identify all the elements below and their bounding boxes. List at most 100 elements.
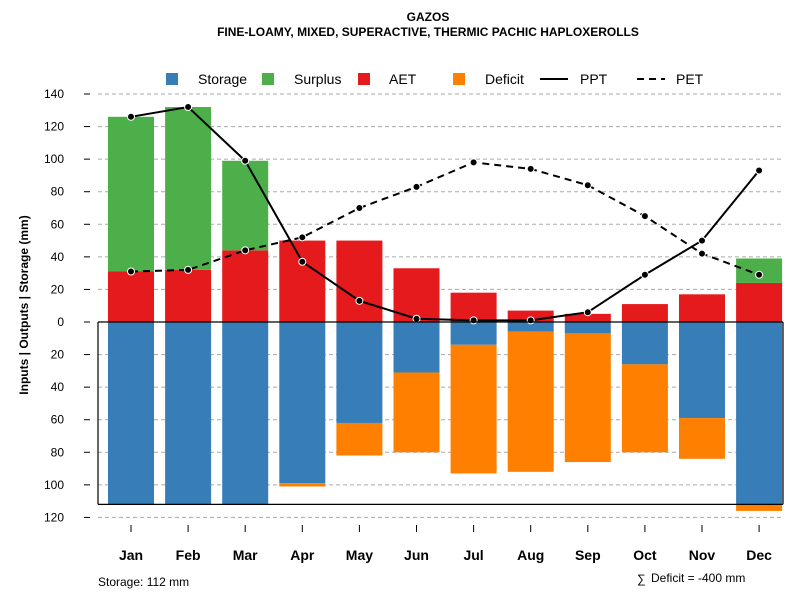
y-tick-label: 120	[44, 510, 64, 524]
legend-surplus-label: Surplus	[294, 71, 341, 87]
ppt-point	[127, 112, 135, 121]
legend-aet-swatch	[358, 73, 370, 85]
gridlines	[98, 93, 783, 518]
y-tick-label: 80	[51, 185, 65, 199]
y-tick-label: 20	[51, 348, 65, 362]
surplus-bar	[736, 258, 783, 283]
deficit-bar	[679, 418, 725, 459]
storage-bar	[165, 322, 212, 505]
x-tick-label: Oct	[633, 547, 657, 563]
surplus-bar	[165, 107, 212, 270]
deficit-bar	[736, 504, 783, 511]
pet-point	[698, 249, 706, 258]
x-tick-label: Mar	[233, 547, 258, 563]
storage-bar	[679, 322, 725, 419]
storage-bar	[279, 322, 326, 484]
pet-point	[241, 246, 250, 255]
x-tick-label: Jul	[463, 547, 483, 563]
lines	[127, 103, 764, 325]
storage-bar	[222, 322, 269, 505]
storage-bar	[336, 322, 383, 423]
aet-bar	[279, 240, 326, 322]
y-tick-label: 0	[57, 315, 64, 329]
ppt-point	[640, 270, 649, 279]
ppt-point	[241, 156, 250, 165]
ppt-point	[184, 103, 193, 112]
sigma-icon: ∑	[637, 572, 646, 586]
pet-point	[640, 212, 649, 221]
x-tick-label: Dec	[746, 547, 772, 563]
legend-deficit-swatch	[453, 73, 465, 85]
chart-title: GAZOS	[407, 10, 450, 24]
x-tick-label: May	[346, 547, 373, 563]
y-tick-label: 40	[51, 250, 65, 264]
ppt-point	[526, 316, 535, 325]
deficit-bar	[564, 333, 611, 463]
pet-point	[355, 204, 364, 212]
x-tick-label: Jun	[404, 547, 429, 563]
deficit-bar	[507, 331, 554, 472]
ppt-point	[412, 314, 421, 323]
y-tick-label: 120	[44, 120, 64, 134]
deficit-bar	[621, 364, 668, 453]
x-tick-label: Jan	[119, 547, 143, 563]
ppt-point	[469, 316, 478, 325]
legend-storage-label: Storage	[198, 71, 247, 87]
aet-bar	[621, 304, 668, 322]
legend: Storage Surplus AET Deficit PPT PET	[166, 71, 704, 87]
aet-bar	[507, 310, 554, 322]
pet-point	[469, 158, 478, 167]
aet-bar	[736, 282, 783, 322]
pet-point	[755, 270, 764, 279]
y-tick-label: 40	[51, 380, 65, 394]
ppt-line	[130, 105, 760, 322]
y-tick-label: 60	[51, 217, 65, 231]
y-axis-label: Inputs | Outputs | Storage (mm)	[17, 215, 31, 394]
aet-bar	[165, 269, 212, 322]
aet-bar	[336, 240, 383, 322]
pet-point	[127, 267, 135, 276]
ppt-point	[698, 236, 706, 245]
x-tick-label: Feb	[176, 547, 201, 563]
y-tick-label: 100	[44, 152, 64, 166]
deficit-bar	[450, 344, 497, 474]
storage-bar	[108, 322, 154, 505]
storage-bar	[450, 322, 497, 345]
ppt-point	[755, 166, 764, 175]
legend-ppt-label: PPT	[580, 71, 608, 87]
y-tick-label: 60	[51, 413, 65, 427]
pet-point	[526, 164, 535, 173]
aet-bar	[679, 294, 725, 322]
deficit-bar	[393, 372, 440, 453]
pet-point	[298, 233, 307, 242]
legend-surplus-swatch	[262, 73, 274, 85]
deficit-note: Deficit = -400 mm	[651, 571, 745, 585]
y-tick-label: 100	[44, 478, 64, 492]
y-tick-label: 20	[51, 282, 65, 296]
axes: 140 120 100 80 60 40 20 0 20 40 60 80 100 120 Jan Feb Ma…	[44, 87, 784, 563]
legend-pet-label: PET	[676, 71, 704, 87]
deficit-bar	[279, 483, 326, 487]
aet-bar	[108, 271, 154, 322]
y-tick-label: 80	[51, 445, 65, 459]
ppt-point	[583, 308, 592, 317]
storage-bar	[736, 322, 783, 505]
pet-point	[583, 181, 592, 190]
x-tick-label: Apr	[290, 547, 315, 563]
deficit-bar	[336, 422, 383, 456]
y-tick-label: 140	[44, 87, 64, 101]
surplus-bar	[222, 160, 269, 251]
storage-note: Storage: 112 mm	[98, 575, 189, 589]
legend-aet-label: AET	[389, 71, 417, 87]
aet-bar	[564, 313, 611, 322]
ppt-point	[298, 257, 307, 266]
x-tick-label: Sep	[575, 547, 601, 563]
chart-subtitle: FINE-LOAMY, MIXED, SUPERACTIVE, THERMIC …	[217, 25, 639, 39]
x-tick-label: Aug	[517, 547, 544, 563]
storage-bar	[393, 322, 440, 373]
legend-deficit-label: Deficit	[485, 71, 524, 87]
aet-bar	[222, 250, 269, 322]
surplus-bar	[108, 116, 154, 272]
pet-line	[130, 161, 760, 276]
